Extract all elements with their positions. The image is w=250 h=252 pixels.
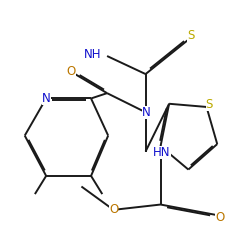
Text: O: O xyxy=(109,203,118,216)
Text: O: O xyxy=(215,211,224,224)
Text: S: S xyxy=(187,29,195,42)
Text: NH: NH xyxy=(84,48,101,61)
Text: O: O xyxy=(66,65,76,78)
Text: N: N xyxy=(142,106,150,119)
Text: S: S xyxy=(206,98,213,111)
Text: HN: HN xyxy=(153,146,170,159)
Text: N: N xyxy=(42,92,50,105)
